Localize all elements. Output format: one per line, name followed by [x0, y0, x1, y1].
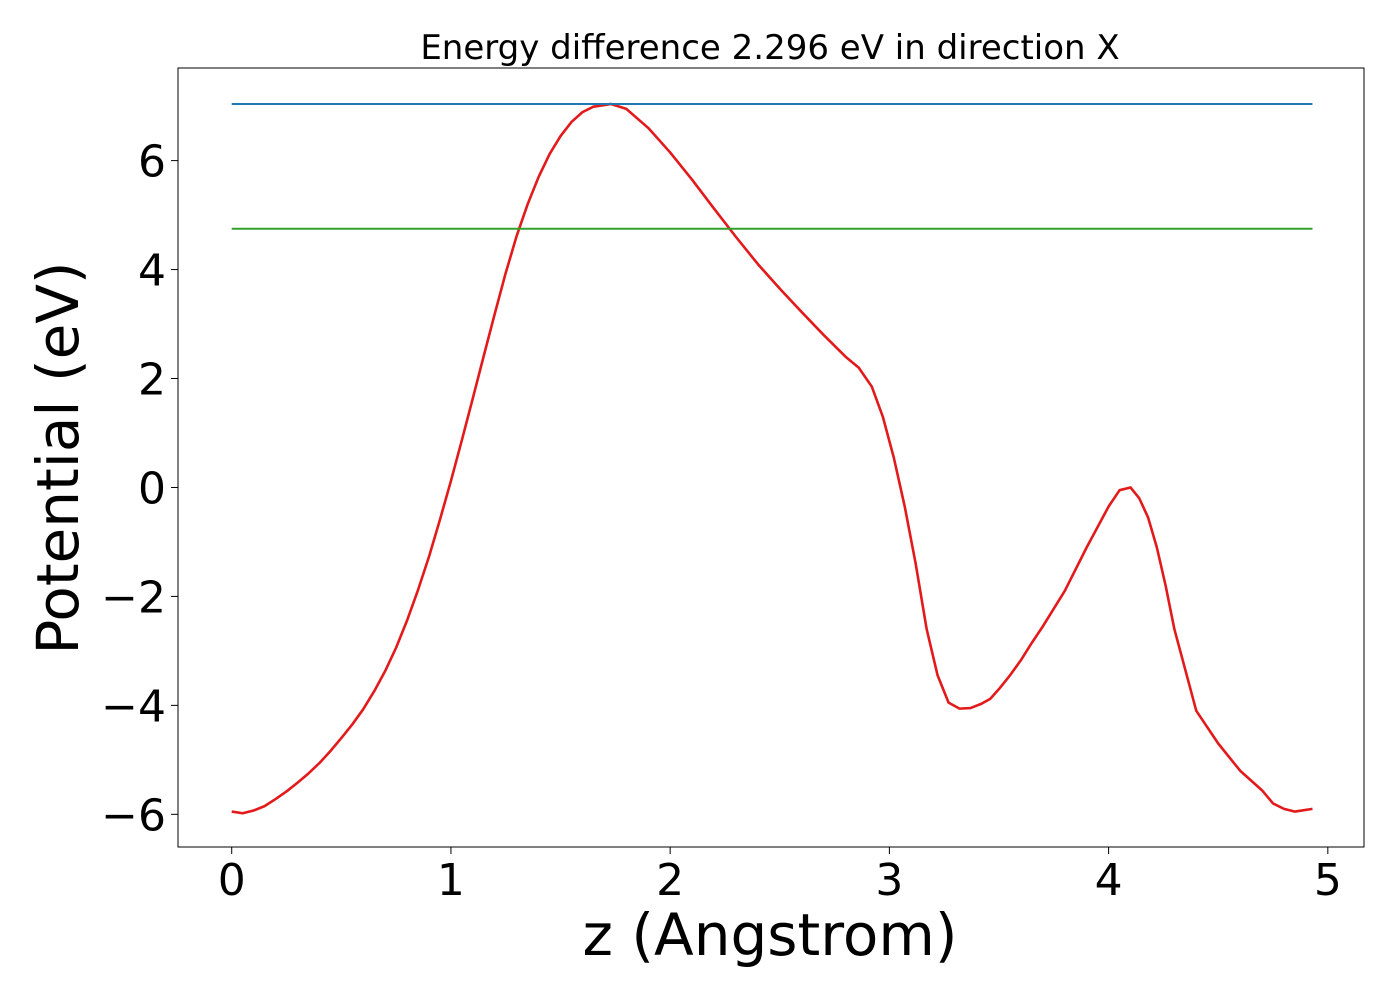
x-tick-label-0: 0	[218, 855, 246, 906]
y-axis-label: Potential (eV)	[24, 261, 92, 654]
plot-area: 0 1 2 3 4 5 −6 −4 −2 0 2 4 6	[101, 67, 1365, 906]
x-axis-label: z (Angstrom)	[583, 901, 958, 969]
y-tick-label-0: −6	[101, 790, 166, 841]
chart-title: Energy difference 2.296 eV in direction …	[420, 28, 1119, 68]
series-line-0	[231, 102, 1313, 815]
y-tick-label-6: 6	[138, 137, 166, 188]
plot-frame	[177, 67, 1365, 848]
y-tick-label-5: 4	[138, 246, 166, 297]
x-tick-label-2: 2	[656, 855, 684, 906]
x-tick-label-5: 5	[1314, 855, 1342, 906]
y-tick-label-4: 2	[138, 355, 166, 406]
y-tick-label-1: −4	[101, 681, 166, 732]
x-tick-label-4: 4	[1095, 855, 1123, 906]
y-tick-label-3: 0	[138, 463, 166, 514]
x-tick-label-1: 1	[437, 855, 465, 906]
y-tick-label-2: −2	[101, 572, 166, 623]
x-tick-label-3: 3	[875, 855, 903, 906]
